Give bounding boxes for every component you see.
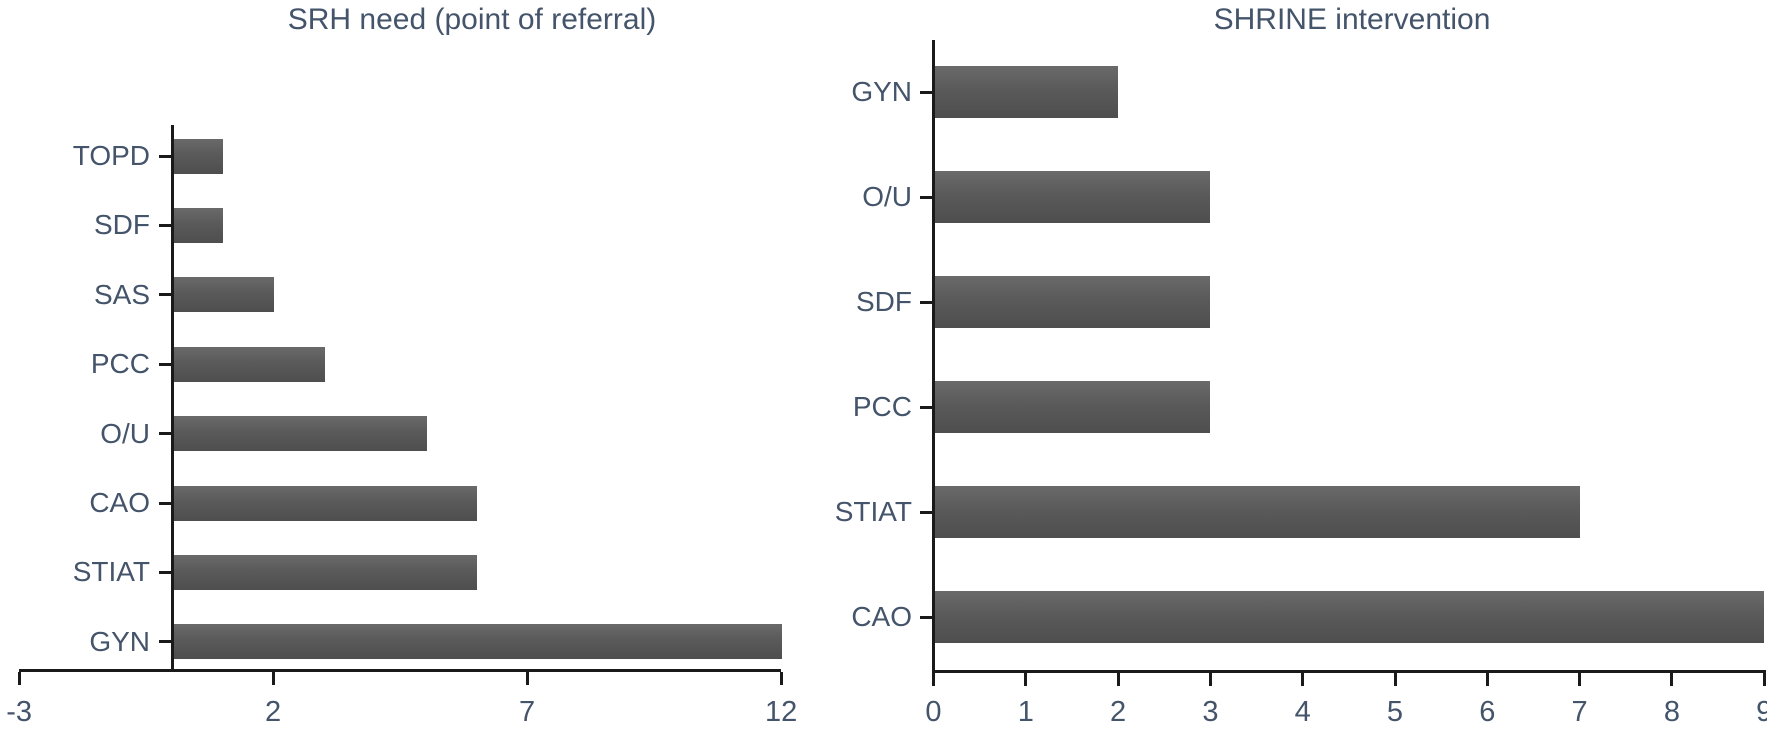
right-bar-pcc <box>935 381 1211 433</box>
left-x-tick-label: 7 <box>519 696 536 728</box>
right-category-tick-mark <box>920 90 932 94</box>
left-chart-title: SRH need (point of referral) <box>287 3 657 36</box>
left-category-label: O/U <box>100 417 150 449</box>
right-x-tick-label: 8 <box>1663 696 1680 728</box>
right-x-tick-mark <box>932 673 935 686</box>
left-category-tick-mark <box>159 223 171 227</box>
right-category-tick-mark <box>920 615 932 619</box>
left-x-tick-mark <box>525 672 529 685</box>
right-x-tick-mark <box>1208 673 1212 686</box>
left-x-tick-mark <box>17 672 21 685</box>
right-x-tick-mark <box>1670 673 1674 686</box>
left-category-axis-line <box>171 125 174 672</box>
right-category-label: CAO <box>851 601 912 632</box>
left-category-tick-mark <box>159 570 171 574</box>
right-x-tick-mark <box>1485 673 1489 686</box>
left-bar-o-u <box>174 416 427 452</box>
left-value-axis-line <box>19 669 781 672</box>
right-x-tick-label: 4 <box>1294 696 1311 728</box>
right-x-tick-label: 9 <box>1756 696 1767 728</box>
right-value-axis-line <box>932 670 1766 673</box>
right-category-axis-line <box>932 40 935 673</box>
left-bar-topd <box>174 138 224 174</box>
right-x-tick-mark <box>1116 673 1120 686</box>
right-x-tick-label: 6 <box>1479 696 1496 728</box>
left-category-tick-mark <box>159 154 171 158</box>
left-bar-cao <box>174 485 478 521</box>
left-category-label: CAO <box>89 487 150 518</box>
right-category-tick-mark <box>920 195 932 199</box>
right-chart-title: SHRINE intervention <box>1213 3 1491 36</box>
right-bar-stiat <box>935 486 1580 538</box>
right-x-tick-label: 3 <box>1202 696 1219 728</box>
left-x-tick-label: -3 <box>6 696 32 728</box>
right-category-tick-mark <box>920 300 932 304</box>
left-category-label: STIAT <box>72 556 150 588</box>
left-category-label: TOPD <box>72 140 150 171</box>
right-bar-o-u <box>935 171 1211 223</box>
right-category-label: PCC <box>852 391 912 422</box>
left-category-tick-mark <box>159 362 171 366</box>
left-category-label: SAS <box>93 278 150 310</box>
right-x-tick-mark <box>1301 673 1305 686</box>
right-x-tick-mark <box>1024 673 1028 686</box>
right-bar-cao <box>935 591 1765 643</box>
right-x-tick-label: 1 <box>1017 696 1034 728</box>
right-category-tick-mark <box>920 510 932 514</box>
right-bar-sdf <box>935 276 1211 328</box>
left-category-tick-mark <box>159 293 171 297</box>
left-bar-pcc <box>174 346 325 382</box>
right-x-tick-mark <box>1578 673 1582 686</box>
right-x-tick-label: 5 <box>1386 696 1404 728</box>
left-bar-gyn <box>174 624 783 660</box>
right-category-label: SDF <box>856 286 912 317</box>
left-bar-stiat <box>174 554 478 590</box>
left-x-tick-mark <box>271 672 275 685</box>
left-category-label: PCC <box>90 348 150 380</box>
right-x-tick-mark <box>1393 673 1397 686</box>
right-bar-gyn <box>935 66 1119 118</box>
right-category-label: O/U <box>862 181 912 212</box>
left-category-tick-mark <box>159 640 171 644</box>
right-x-tick-label: 0 <box>925 696 942 728</box>
right-category-label: STIAT <box>834 496 912 527</box>
left-bar-sdf <box>174 207 224 243</box>
left-x-tick-label: 2 <box>265 696 282 728</box>
right-x-tick-label: 2 <box>1110 696 1127 728</box>
right-category-label: GYN <box>851 76 912 107</box>
left-category-label: SDF <box>94 209 150 241</box>
left-x-tick-label: 12 <box>764 696 798 728</box>
right-category-tick-mark <box>920 405 932 409</box>
left-category-tick-mark <box>159 432 171 436</box>
left-bar-sas <box>174 277 275 313</box>
left-category-label: GYN <box>89 625 150 657</box>
left-category-tick-mark <box>159 501 171 505</box>
right-x-tick-label: 7 <box>1571 696 1588 728</box>
right-x-tick-mark <box>1762 673 1766 686</box>
left-x-tick-mark <box>779 672 783 685</box>
